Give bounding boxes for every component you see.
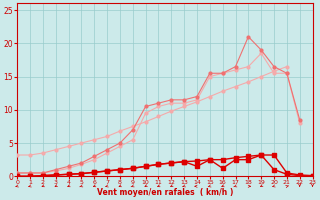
X-axis label: Vent moyen/en rafales  ( km/h ): Vent moyen/en rafales ( km/h ) — [97, 188, 233, 197]
